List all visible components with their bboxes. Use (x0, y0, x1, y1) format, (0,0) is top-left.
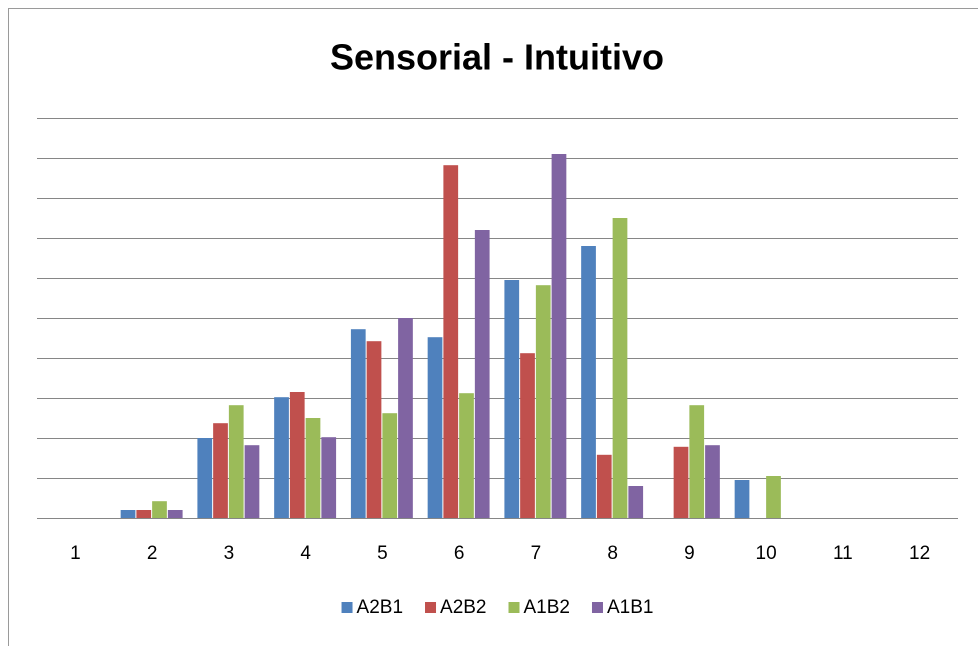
legend-swatch (425, 602, 437, 613)
x-tick-label: 5 (377, 543, 388, 564)
legend-label: A1B1 (607, 597, 653, 618)
bar (152, 501, 167, 518)
bar (274, 397, 289, 518)
bar (673, 446, 689, 518)
legend-label: A2B2 (440, 597, 486, 618)
x-tick-label: 2 (147, 543, 158, 564)
bar (734, 480, 750, 518)
bar (289, 392, 305, 518)
bar (551, 154, 567, 518)
chart-frame (8, 8, 978, 646)
x-tick-label: 6 (454, 543, 465, 564)
bar (366, 341, 382, 518)
x-tick-label: 3 (224, 543, 235, 564)
bar (504, 280, 520, 518)
legend-swatch (341, 602, 353, 613)
x-tick-label: 12 (909, 543, 930, 564)
bar (350, 329, 366, 518)
bar (136, 510, 152, 518)
x-tick-label: 10 (756, 543, 777, 564)
bar (167, 510, 183, 518)
bar (305, 418, 321, 518)
x-tick-label: 1 (70, 543, 81, 564)
bar (244, 445, 260, 518)
legend-label: A1B2 (524, 597, 570, 618)
bar (766, 476, 781, 518)
bar (689, 405, 705, 518)
x-tick-label: 8 (607, 543, 618, 564)
x-tick-label: 4 (300, 543, 311, 564)
bar (427, 337, 443, 518)
bar (612, 218, 628, 518)
legend-label: A2B1 (357, 597, 403, 618)
bar (535, 285, 551, 518)
bar (474, 230, 490, 518)
legend-swatch (591, 602, 603, 613)
bar (705, 445, 720, 518)
bar (628, 486, 644, 518)
chart-title: Sensorial - Intuitivo (330, 37, 664, 78)
bar (581, 246, 596, 518)
bar (382, 413, 398, 518)
bar (443, 165, 459, 518)
bar (520, 353, 535, 518)
bar (228, 405, 244, 518)
bar (120, 510, 136, 518)
x-tick-label: 9 (684, 543, 695, 564)
legend-swatch (508, 602, 520, 613)
x-tick-label: 11 (833, 543, 853, 564)
x-tick-label: 7 (531, 543, 542, 564)
bar (459, 393, 474, 518)
bar (321, 437, 337, 518)
bar (213, 423, 228, 518)
bar (596, 454, 612, 518)
bar (398, 318, 413, 518)
bar (197, 438, 213, 518)
